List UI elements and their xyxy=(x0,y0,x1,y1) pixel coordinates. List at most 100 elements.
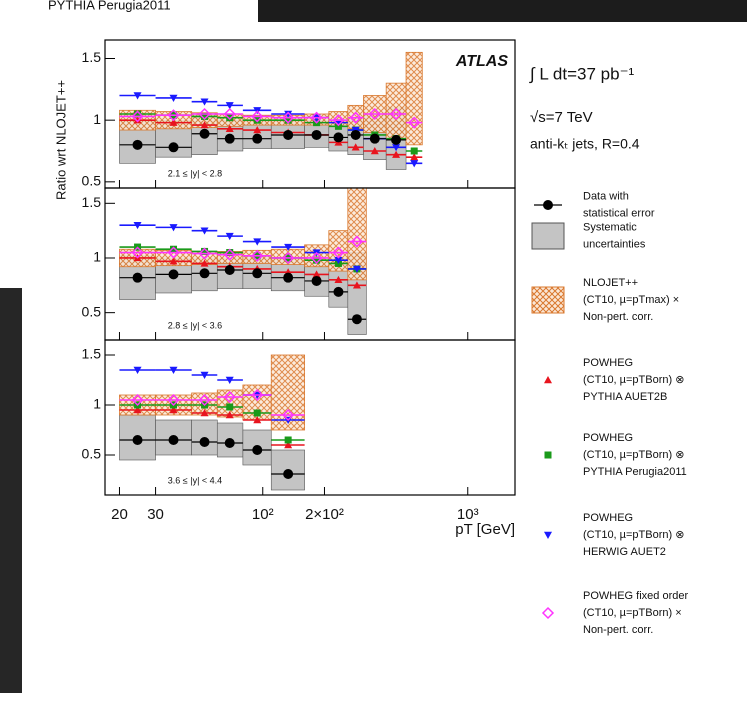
marker xyxy=(200,98,209,106)
experiment-label: ATLAS xyxy=(455,53,508,70)
y-tick-label: 0.5 xyxy=(82,303,102,319)
legend-marker xyxy=(544,531,552,539)
data-point xyxy=(333,132,344,143)
data-point xyxy=(224,265,235,276)
legend-text: uncertainties xyxy=(583,238,646,250)
data-point xyxy=(252,445,263,455)
marker xyxy=(410,147,418,155)
marker xyxy=(169,224,178,232)
marker xyxy=(334,256,343,265)
y-tick-label: 1 xyxy=(93,249,101,265)
marker xyxy=(410,153,419,161)
legend-text: (CT10, µ=pTBorn) × xyxy=(583,607,682,619)
marker xyxy=(310,111,323,124)
marker xyxy=(368,107,381,121)
data-point xyxy=(168,142,179,153)
y-tick-label: 1.5 xyxy=(82,346,102,362)
marker xyxy=(352,281,361,289)
y-tick-label: 1 xyxy=(93,111,101,127)
data-point xyxy=(199,437,210,447)
marker xyxy=(334,119,343,127)
panel xyxy=(119,51,423,170)
legend-marker xyxy=(543,200,553,210)
marker xyxy=(225,411,234,419)
marker xyxy=(133,366,142,374)
legend-text: statistical error xyxy=(583,207,655,219)
marker xyxy=(200,409,209,417)
legend-text: POWHEG xyxy=(583,512,633,524)
marker xyxy=(282,408,295,422)
marker xyxy=(251,249,264,262)
marker xyxy=(201,112,209,120)
legend-text: (CT10, µ=pTBorn) ⊗ xyxy=(583,374,684,386)
marker xyxy=(284,441,293,449)
panel-label: 3.6 ≤ |y| < 4.4 xyxy=(168,475,222,485)
marker xyxy=(131,393,144,407)
marker xyxy=(167,109,180,122)
marker xyxy=(284,436,292,444)
legend-text: Non-pert. corr. xyxy=(583,311,653,323)
data-point xyxy=(391,134,402,145)
legend-text: PYTHIA Perugia2011 xyxy=(583,466,687,478)
x-tick-label: 2×10² xyxy=(305,506,344,523)
marker xyxy=(200,227,209,235)
marker xyxy=(351,143,360,151)
marker xyxy=(253,409,261,417)
panel xyxy=(119,188,367,335)
marker xyxy=(392,150,401,158)
marker xyxy=(390,107,403,121)
marker xyxy=(223,248,236,261)
marker xyxy=(332,114,345,127)
data-point xyxy=(252,133,263,144)
marker xyxy=(134,110,142,118)
marker xyxy=(253,238,262,246)
y-tick-label: 1.5 xyxy=(82,194,102,210)
background-strip xyxy=(0,288,22,693)
panel xyxy=(119,354,306,491)
y-axis-label: Ratio wrt NLOJET++ xyxy=(53,80,68,200)
data-point xyxy=(199,128,210,139)
marker xyxy=(201,247,209,255)
marker xyxy=(131,110,144,123)
marker xyxy=(253,126,262,134)
marker xyxy=(334,275,343,284)
legend-text: POWHEG xyxy=(583,432,633,444)
x-tick-label: 10² xyxy=(252,506,274,523)
data-point xyxy=(252,268,263,279)
marker xyxy=(251,388,264,402)
data-point xyxy=(333,286,344,297)
nlojet-band xyxy=(347,188,367,281)
panel-label: 2.1 ≤ |y| < 2.8 xyxy=(168,168,222,178)
legend-text: POWHEG xyxy=(583,357,633,369)
data-point xyxy=(224,133,235,144)
legend-text: POWHEG fixed order xyxy=(583,590,688,602)
marker xyxy=(223,390,236,404)
x-tick-label: 10³ xyxy=(457,506,479,523)
marker xyxy=(200,371,209,379)
marker xyxy=(310,251,323,265)
legend-marker xyxy=(544,451,552,459)
marker xyxy=(133,221,142,230)
marker xyxy=(350,235,363,248)
marker xyxy=(282,111,295,124)
data-point xyxy=(132,139,143,150)
marker xyxy=(133,406,142,414)
data-point xyxy=(168,435,179,445)
legend-marker xyxy=(531,222,565,250)
data-point xyxy=(351,314,362,325)
marker xyxy=(200,121,209,129)
data-point xyxy=(350,129,361,140)
marker xyxy=(131,246,144,259)
legend-text: HERWIG AUET2 xyxy=(583,546,666,558)
marker xyxy=(167,246,180,259)
data-point xyxy=(132,272,143,283)
x-tick-label: 30 xyxy=(147,506,164,523)
systematic-band xyxy=(191,419,218,456)
marker xyxy=(253,116,261,124)
legend-marker xyxy=(541,606,555,620)
marker xyxy=(332,246,345,259)
marker xyxy=(352,265,361,273)
x-tick-label: 20 xyxy=(111,506,128,523)
legend-text: PYTHIA AUET2B xyxy=(583,391,667,403)
marker xyxy=(312,270,321,278)
